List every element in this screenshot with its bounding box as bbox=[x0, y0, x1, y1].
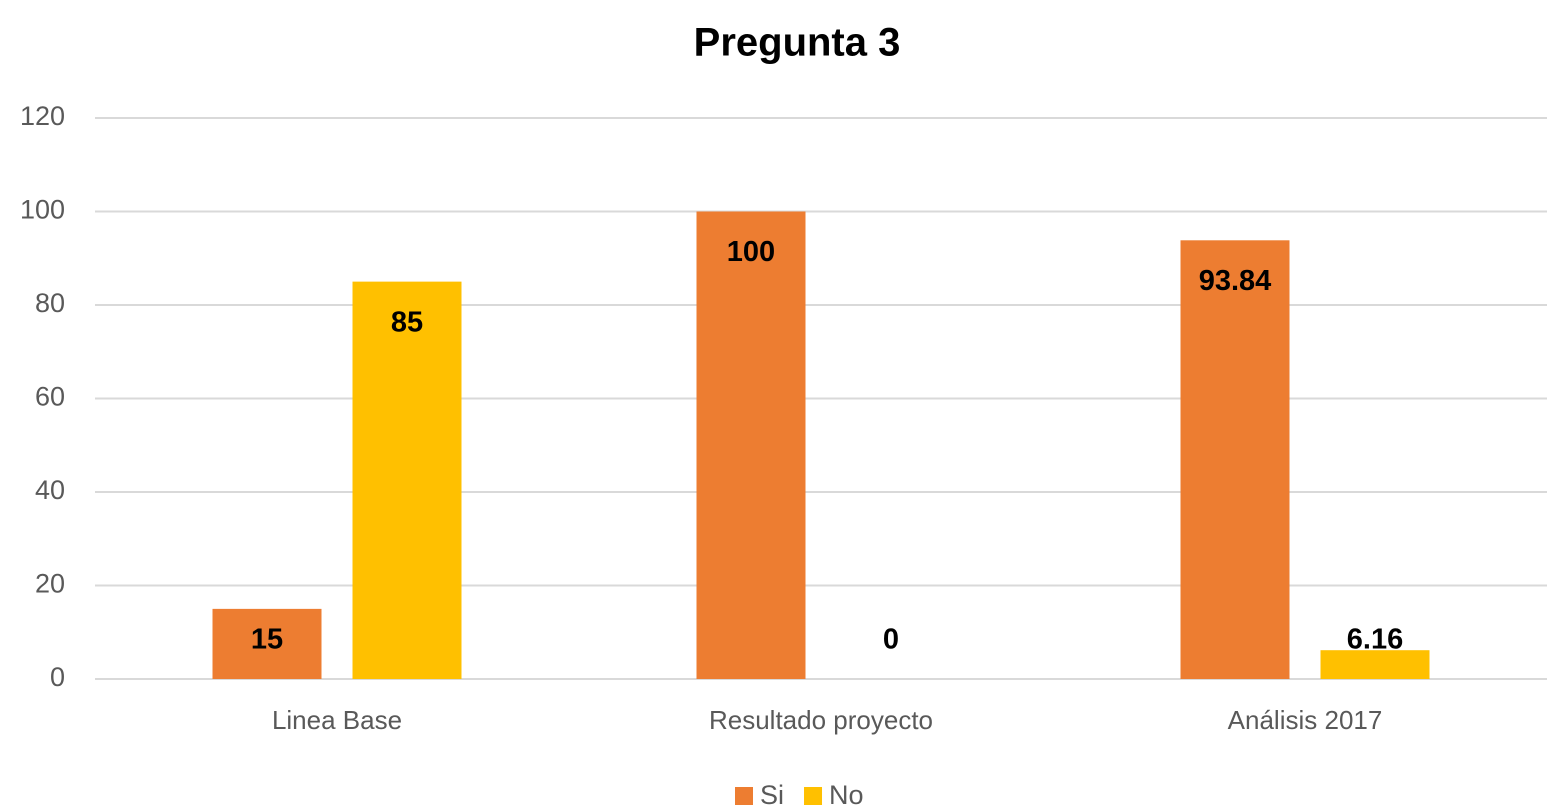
y-tick-label: 20 bbox=[35, 569, 65, 599]
data-label: 15 bbox=[251, 624, 283, 656]
bar bbox=[352, 281, 462, 679]
y-tick-label: 120 bbox=[20, 101, 65, 131]
x-tick-label: Análisis 2017 bbox=[1228, 705, 1383, 735]
y-tick-label: 100 bbox=[20, 195, 65, 225]
legend-label: No bbox=[829, 780, 864, 808]
bar bbox=[212, 608, 322, 679]
chart-title: Pregunta 3 bbox=[694, 21, 901, 65]
y-tick-label: 60 bbox=[35, 382, 65, 412]
y-tick-label: 40 bbox=[35, 475, 65, 505]
bar bbox=[696, 211, 806, 679]
data-label: 100 bbox=[727, 236, 775, 268]
data-label: 85 bbox=[391, 306, 423, 338]
bar bbox=[1320, 650, 1430, 679]
y-tick-label: 80 bbox=[35, 288, 65, 318]
data-label: 93.84 bbox=[1199, 265, 1272, 297]
legend-swatch bbox=[804, 787, 823, 805]
x-tick-label: Linea Base bbox=[272, 705, 402, 735]
y-tick-label: 0 bbox=[50, 662, 65, 692]
x-tick-label: Resultado proyecto bbox=[709, 705, 933, 735]
data-label: 0 bbox=[883, 624, 899, 656]
bar bbox=[1180, 240, 1290, 679]
data-label: 6.16 bbox=[1347, 624, 1403, 656]
legend-swatch bbox=[735, 787, 753, 805]
legend-label: Si bbox=[760, 780, 784, 808]
